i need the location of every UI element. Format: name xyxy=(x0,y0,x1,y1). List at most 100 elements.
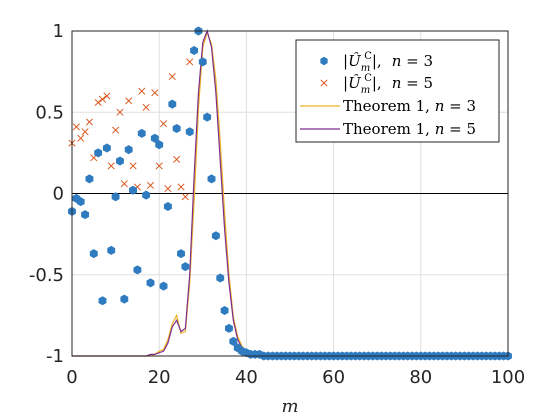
data-point xyxy=(98,95,107,103)
data-point xyxy=(168,72,176,81)
data-point xyxy=(173,155,181,163)
data-point xyxy=(211,231,220,241)
data-point xyxy=(98,296,107,306)
data-point xyxy=(129,185,137,195)
legend-label-part: n xyxy=(392,52,402,70)
legend-box xyxy=(295,39,500,143)
data-point xyxy=(177,183,185,191)
axes-box xyxy=(71,30,509,357)
legend-label-subscript: m xyxy=(361,63,370,74)
x-tick-label: 0 xyxy=(66,367,77,388)
legend-label-subscript: m xyxy=(361,85,370,96)
legend-entry-3: Theorem 1, n = 3 xyxy=(300,97,476,115)
data-point xyxy=(146,181,155,189)
legend-marker-swatch xyxy=(320,56,328,66)
data-point xyxy=(77,134,85,142)
legend-label-part: Û xyxy=(348,74,362,92)
data-point xyxy=(103,92,111,100)
legend-label-part: n xyxy=(435,97,445,115)
data-point xyxy=(155,140,164,150)
x-tick-label: 60 xyxy=(322,367,345,388)
legend-label-part: | xyxy=(343,74,348,92)
legend-label-part: Theorem 1, xyxy=(343,97,435,115)
x-tick-label: 40 xyxy=(235,367,258,388)
data-point xyxy=(225,323,233,333)
data-point xyxy=(76,197,85,207)
data-point xyxy=(124,145,133,155)
legend-label-superscript: C xyxy=(364,51,372,62)
data-point xyxy=(142,190,151,200)
y-tick-label: -1 xyxy=(46,346,64,367)
data-point xyxy=(137,128,146,138)
legend-label-part: n xyxy=(435,120,445,138)
data-point xyxy=(155,162,163,170)
data-point xyxy=(111,192,120,202)
data-point xyxy=(146,278,155,288)
data-point xyxy=(220,305,229,316)
data-point xyxy=(168,99,177,109)
data-point xyxy=(81,128,89,136)
data-point xyxy=(159,281,168,291)
data-point xyxy=(160,120,168,128)
legend-label: |ÛmC|, n = 3 xyxy=(343,51,433,74)
data-point xyxy=(120,294,129,304)
plot-area xyxy=(68,26,512,361)
data-point xyxy=(102,143,111,153)
legend-label-part: = 3 xyxy=(444,97,476,115)
legend-entry-4: Theorem 1, n = 5 xyxy=(300,120,476,138)
data-point xyxy=(181,262,190,272)
legend-label-part: |, xyxy=(372,52,382,70)
data-point xyxy=(190,45,199,56)
data-point xyxy=(85,174,94,184)
legend-label-part: | xyxy=(343,52,348,70)
data-point xyxy=(107,162,115,170)
data-point xyxy=(186,58,194,66)
data-point xyxy=(129,162,137,170)
data-point xyxy=(107,245,116,255)
axis-ticks: 0 20 40 60 80 100 -1 -0.5 0 0.5 1 xyxy=(29,21,525,388)
legend-label-part: Û xyxy=(348,52,362,70)
y-tick-label: 0 xyxy=(53,184,64,205)
data-point xyxy=(203,112,212,122)
x-axis-title: m xyxy=(281,396,298,417)
data-point xyxy=(142,103,150,111)
legend-label: Theorem 1, n = 3 xyxy=(343,97,476,115)
legend-label-part: = 3 xyxy=(401,52,433,70)
legend-label-part: Theorem 1, xyxy=(343,120,435,138)
y-tick-label: 1 xyxy=(53,21,64,42)
legend-label: Theorem 1, n = 5 xyxy=(343,120,476,138)
data-point xyxy=(164,185,172,193)
data-point xyxy=(72,123,80,131)
x-tick-label: 100 xyxy=(491,367,525,388)
data-point xyxy=(138,87,146,95)
legend-label-superscript: C xyxy=(364,73,372,84)
data-point xyxy=(181,193,189,201)
data-point xyxy=(85,118,93,126)
legend-entry-2: |ÛmC|, n = 5 xyxy=(320,73,433,96)
data-point xyxy=(120,180,128,188)
data-point xyxy=(177,249,185,259)
data-point xyxy=(172,123,181,134)
data-point xyxy=(185,127,194,137)
data-point xyxy=(112,126,120,134)
data-point xyxy=(150,133,159,143)
data-point xyxy=(116,108,124,116)
legend-label: |ÛmC|, n = 5 xyxy=(343,73,433,96)
legend-entry-1: |ÛmC|, n = 3 xyxy=(320,51,433,74)
legend-label-part: = 5 xyxy=(401,74,433,92)
legend-label-part: n xyxy=(392,74,402,92)
data-point xyxy=(133,265,142,275)
legend-label-part: = 5 xyxy=(444,120,476,138)
data-point xyxy=(163,201,172,212)
data-point xyxy=(216,273,225,283)
legend-label-part: |, xyxy=(372,74,382,92)
x-tick-label: 80 xyxy=(409,367,432,388)
data-point xyxy=(89,249,98,259)
data-point xyxy=(125,97,133,105)
series-2 xyxy=(68,58,194,201)
y-tick-label: 0.5 xyxy=(35,102,64,123)
data-point xyxy=(198,57,207,67)
legend-marker-swatch xyxy=(320,79,328,87)
